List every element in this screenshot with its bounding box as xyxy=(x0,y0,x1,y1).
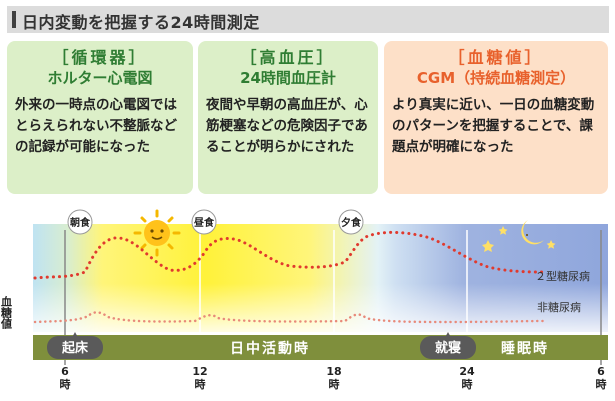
y-axis-label: 血糖値 xyxy=(0,295,13,330)
meal-label: 夕食 xyxy=(341,216,362,229)
meal-label: 朝食 xyxy=(70,216,91,229)
tick-number: 12 xyxy=(192,365,207,378)
card-description: より真実に近い、一日の血糖変動のパターンを把握することで、課題点が明確になった xyxy=(392,97,595,155)
card-subheading: ホルター心電図 xyxy=(47,69,153,87)
title-bar: 日内変動を把握する24時間測定 xyxy=(7,6,609,33)
tick-6am-next: 6 時 xyxy=(596,365,607,391)
tick-number: 6 xyxy=(597,365,605,378)
card-subheading: CGM（持続血糖測定） xyxy=(416,69,576,87)
tick-number: 18 xyxy=(326,365,341,378)
sky-fade xyxy=(33,224,608,332)
bedtime-label: 就寝 xyxy=(435,340,461,356)
card-heading: ［循環器］ xyxy=(52,48,148,67)
card-subheading: 24時間血圧計 xyxy=(240,69,336,87)
tick-24: 24 時 xyxy=(459,365,475,391)
card-blood-glucose: ［血糖値］ CGM（持続血糖測定） より真実に近い、一日の血糖変動のパターンを把… xyxy=(384,41,608,194)
stars-icon xyxy=(482,226,556,252)
meal-dinner: 夕食 xyxy=(338,209,364,235)
meal-lunch: 昼食 xyxy=(191,209,217,235)
bedtime-marker: 就寝 xyxy=(420,332,476,359)
meal-label: 昼食 xyxy=(194,216,215,229)
card-description: 外来の一時点の心電図ではとらえられない不整脈などの記録が可能になった xyxy=(15,97,177,155)
daytime-label: 日中活動時 xyxy=(230,340,310,357)
sun-icon xyxy=(133,209,181,257)
glucose-timeline: ２型糖尿病 非糖尿病 血糖値 起床 日中活動時 就寝 睡眠時 朝食 昼食 夕食 … xyxy=(0,209,608,391)
wake-label: 起床 xyxy=(61,340,89,356)
moon-icon xyxy=(521,220,544,245)
tick-unit: 時 xyxy=(60,377,71,391)
series-label-type2: ２型糖尿病 xyxy=(535,269,590,283)
series-label-normal: 非糖尿病 xyxy=(537,300,581,314)
card-cardiology: ［循環器］ ホルター心電図 外来の一時点の心電図ではとらえられない不整脈などの記… xyxy=(7,41,193,194)
tick-number: 24 xyxy=(459,365,475,378)
tick-unit: 時 xyxy=(329,377,340,391)
tick-unit: 時 xyxy=(462,377,473,391)
meal-markers: 朝食 昼食 夕食 xyxy=(67,209,364,235)
wake-marker: 起床 xyxy=(47,332,103,359)
type2-diabetes-line xyxy=(33,230,547,280)
tick-unit: 時 xyxy=(596,377,607,391)
tick-12: 12 時 xyxy=(192,365,207,391)
tick-18: 18 時 xyxy=(326,365,341,391)
sleep-label: 睡眠時 xyxy=(501,340,549,357)
tick-unit: 時 xyxy=(195,377,206,391)
tick-6am: 6 時 xyxy=(60,365,71,391)
card-heading: ［高血圧］ xyxy=(240,48,336,67)
page-title: 日内変動を把握する24時間測定 xyxy=(22,13,260,32)
title-marker xyxy=(12,11,16,28)
time-axis: 6 時 12 時 18 時 24 時 6 時 xyxy=(60,365,607,391)
card-hypertension: ［高血圧］ 24時間血圧計 夜間や早朝の高血圧が、心筋梗塞などの危険因子であるこ… xyxy=(198,41,378,194)
tick-number: 6 xyxy=(61,365,69,378)
card-heading: ［血糖値］ xyxy=(448,48,544,67)
card-description: 夜間や早朝の高血圧が、心筋梗塞などの危険因子であることが明らかにされた xyxy=(206,97,368,155)
activity-band xyxy=(33,335,608,360)
non-diabetes-line xyxy=(33,311,547,324)
meal-breakfast: 朝食 xyxy=(67,209,93,235)
